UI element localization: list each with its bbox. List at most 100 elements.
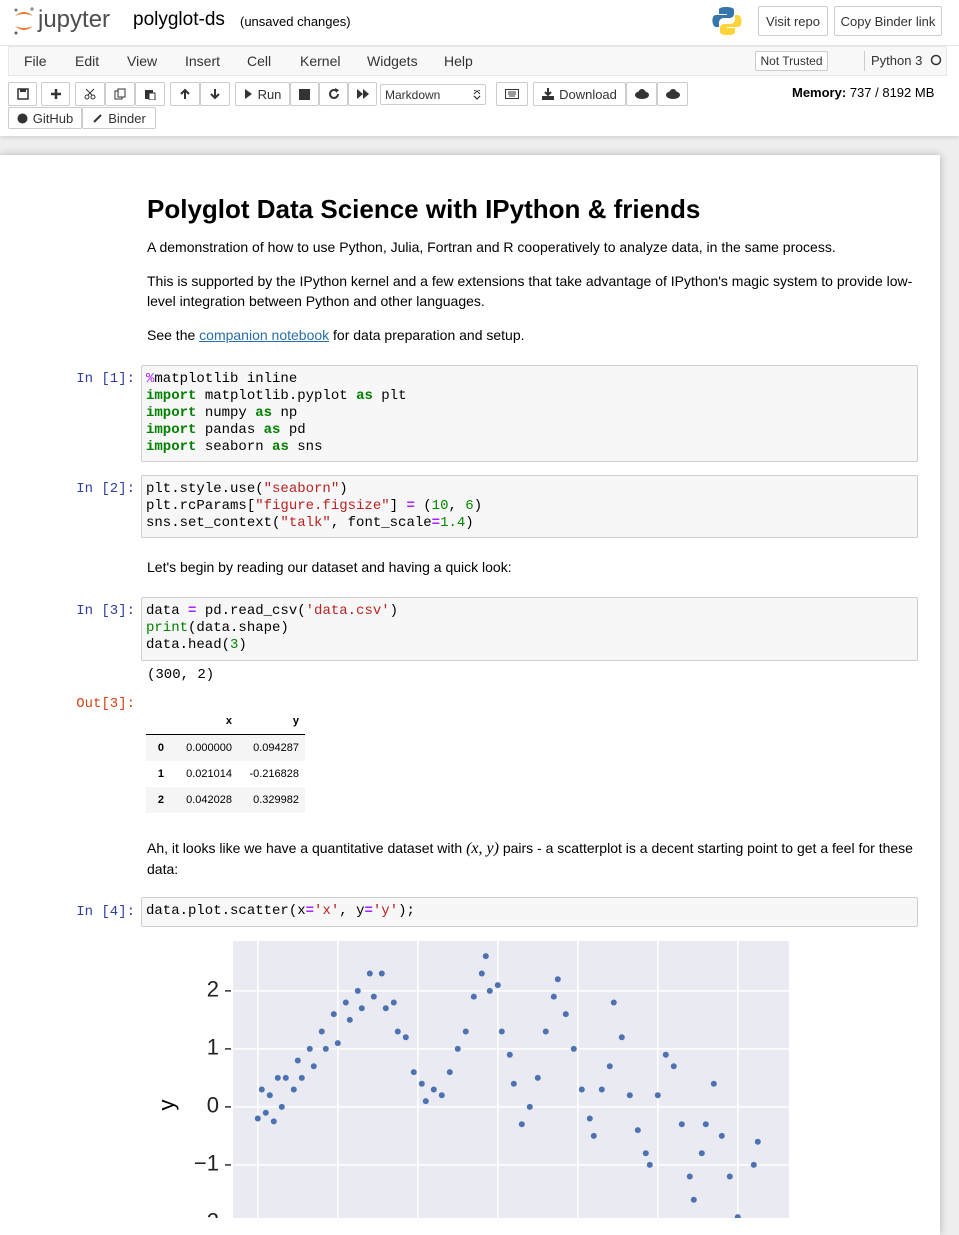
visit-repo-button[interactable]: Visit repo [758,6,828,36]
save-button[interactable] [8,82,37,106]
scatter-point [754,1138,761,1145]
code-token: import [146,388,197,404]
plot-background [233,941,789,1218]
menu-item[interactable]: File [24,53,47,69]
scatter-point [342,999,349,1006]
notebook-name[interactable]: polyglot-ds [133,9,225,30]
scatter-point [318,1028,325,1035]
scatter-point [402,1034,409,1041]
menu-item[interactable]: Edit [75,53,100,69]
math: (x, y) [466,840,499,857]
code-token: matplotlib.pyplot [196,388,357,404]
scatter-point [670,1063,677,1070]
markdown-paragraph: See the companion notebook for data prep… [147,325,917,345]
copy-button[interactable] [105,82,135,106]
code-token: import [146,422,197,438]
memory-label: Memory: [792,85,847,100]
text: See the [147,327,200,343]
scatter-point [334,1040,341,1047]
menu-item[interactable]: Help [444,53,473,69]
trust-indicator[interactable]: Not Trusted [755,51,828,71]
kernel-name: Python 3 [871,53,923,68]
cut-button[interactable] [75,82,105,106]
markdown-paragraph: A demonstration of how to use Python, Ju… [147,239,836,255]
memory-value: 737 / 8192 MB [849,85,935,100]
restart-button[interactable] [319,82,348,106]
scatter-point [710,1080,717,1087]
interrupt-button[interactable] [290,82,319,106]
scatter-point [590,1132,597,1139]
cell-type-select[interactable]: Markdown [380,84,486,105]
move-up-button[interactable] [170,82,200,106]
code-cell[interactable]: data = pd.read_csv('data.csv') print(dat… [141,597,918,661]
row-index: 1 [157,768,164,780]
companion-link[interactable]: companion notebook [199,327,330,343]
code-token: data.head( [146,637,231,653]
cloud-upload-button[interactable] [657,82,688,106]
y-tick-label: 1 [207,1035,219,1060]
code-token: np [272,405,298,421]
download-button[interactable]: Download [533,82,626,106]
insert-cell-button[interactable] [41,82,70,106]
run-label: Run [257,86,282,102]
cloud-download-button[interactable] [626,82,657,106]
menu-item[interactable]: Widgets [367,53,418,69]
code-token: (data.shape) [188,620,289,636]
code-token: ) [473,498,483,514]
y-tick-label: −2 [194,1209,219,1218]
menu-item[interactable]: Kernel [300,53,341,69]
code-cell[interactable]: %matplotlib inline import matplotlib.pyp… [141,365,918,462]
code-token: "talk" [280,515,331,531]
markdown-paragraph: This is supported by the IPython kernel … [147,273,913,309]
code-token: plt [372,388,407,404]
code-token: 'y' [372,903,399,919]
input-prompt: In [4]: [76,904,135,920]
scatter-point [274,1074,281,1081]
run-button[interactable]: Run [235,82,290,106]
table-cell: -0.216828 [249,768,299,780]
menu-item[interactable]: Insert [185,53,221,69]
github-label: GitHub [32,110,74,126]
y-tick-label: 0 [207,1093,219,1118]
scatter-point [634,1127,641,1134]
github-button[interactable]: GitHub [8,107,82,129]
restart-run-all-button[interactable] [348,82,377,106]
input-prompt: In [1]: [76,371,135,387]
code-token: sns.set_context( [146,515,281,531]
scatter-point [254,1115,261,1122]
copy-binder-link-button[interactable]: Copy Binder link [834,6,942,36]
scatter-point [534,1074,541,1081]
scatter-point [298,1074,305,1081]
scatter-point [394,1028,401,1035]
scatter-point [562,1011,569,1018]
code-cell[interactable]: data.plot.scatter(x='x', y='y'); [141,897,918,927]
code-cell[interactable]: plt.style.use("seaborn") plt.rcParams["f… [141,475,918,538]
move-down-button[interactable] [200,82,230,106]
scatter-point [482,953,489,960]
scatter-point [678,1121,685,1128]
scatter-point [550,993,557,1000]
menu-item[interactable]: View [127,53,158,69]
markdown-title: Polyglot Data Science with IPython & fri… [147,194,701,224]
code-token: plt.rcParams[ [146,498,256,514]
menu-item[interactable]: Cell [247,53,272,69]
scatter-point [654,1092,661,1099]
code-token: pandas [196,422,264,438]
scatter-point [438,1092,445,1099]
code-token: data [146,603,189,619]
paste-button[interactable] [135,82,165,106]
scatter-point [734,1214,741,1218]
code-token: = [406,498,415,514]
binder-button[interactable]: Binder [82,107,156,129]
scatter-point [526,1103,533,1110]
scatter-point [282,1074,289,1081]
code-token: = [305,903,315,919]
command-palette-button[interactable] [496,82,528,106]
scatter-point [330,1011,337,1018]
scatter-point [686,1173,693,1180]
code-token: 3 [230,637,239,653]
kernel-status [930,54,942,66]
scatter-point [290,1086,297,1093]
